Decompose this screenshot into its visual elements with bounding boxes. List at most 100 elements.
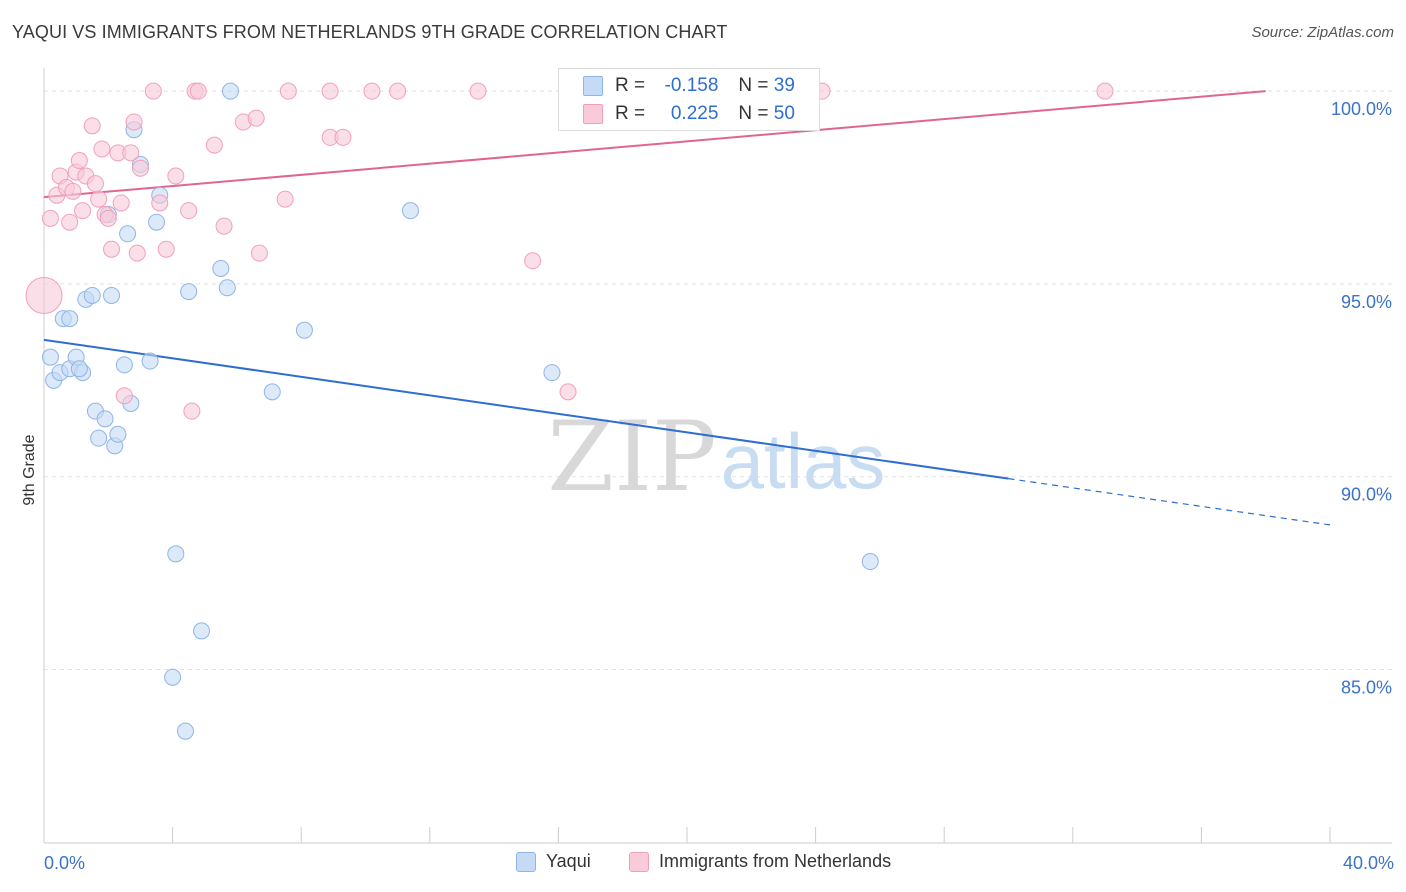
point-netherlands [64, 182, 82, 200]
point-netherlands [363, 82, 381, 100]
point-netherlands [90, 190, 108, 208]
point-netherlands [151, 194, 169, 212]
point-yaqui [212, 259, 230, 277]
series-legend: Yaqui Immigrants from Netherlands [0, 851, 1406, 877]
point-yaqui [83, 286, 101, 304]
point-netherlands [128, 244, 146, 262]
point-netherlands [469, 82, 487, 100]
legend-n-value-netherlands: 50 [773, 103, 795, 124]
chart-title: YAQUI VS IMMIGRANTS FROM NETHERLANDS 9TH… [12, 22, 728, 42]
point-yaqui [543, 364, 561, 382]
point-netherlands [157, 240, 175, 258]
point-netherlands [1096, 82, 1114, 100]
point-yaqui [96, 410, 114, 428]
trend-line-solid [43, 338, 1009, 480]
point-yaqui [218, 279, 236, 297]
point-netherlands [205, 136, 223, 154]
point-netherlands [215, 217, 233, 235]
point-yaqui [141, 352, 159, 370]
legend-r-label: R = [615, 103, 646, 124]
data-points [25, 82, 1114, 740]
point-netherlands [183, 402, 201, 420]
point-netherlands [83, 117, 101, 135]
point-netherlands [247, 109, 265, 127]
point-netherlands [189, 82, 207, 100]
series-legend-netherlands: Immigrants from Netherlands [629, 851, 891, 872]
legend-r-value-yaqui: -0.158 [664, 75, 719, 96]
point-yaqui [295, 321, 313, 339]
legend-r-label: R = [615, 75, 646, 96]
x-tick-label-max: 40.0% [1342, 853, 1394, 873]
point-netherlands [559, 383, 577, 401]
source-label: Source: ZipAtlas.com [1251, 24, 1394, 41]
stats-legend: R = -0.158 N = 39 R = 0.225 N = 50 [558, 68, 820, 131]
point-yaqui [193, 622, 211, 640]
point-netherlands [93, 140, 111, 158]
watermark-zip: ZIP [547, 401, 716, 513]
point-netherlands [61, 213, 79, 231]
y-tick-label: 85.0% [1341, 677, 1392, 697]
point-yaqui [148, 213, 166, 231]
y-tick-label: 90.0% [1341, 485, 1392, 505]
point-netherlands [279, 82, 297, 100]
point-netherlands [131, 159, 149, 177]
point-netherlands [524, 252, 542, 270]
point-netherlands [180, 202, 198, 220]
point-netherlands [321, 82, 339, 100]
point-yaqui [263, 383, 281, 401]
trend-line-dashed [1008, 478, 1331, 526]
axes [43, 68, 1392, 844]
point-netherlands [70, 152, 88, 170]
point-yaqui [402, 202, 420, 220]
y-axis-label: 9th Grade [21, 434, 38, 506]
point-netherlands [86, 175, 104, 193]
point-yaqui [109, 425, 127, 443]
point-netherlands [276, 190, 294, 208]
trend-line [43, 90, 1266, 199]
point-netherlands [125, 113, 143, 131]
point-netherlands [389, 82, 407, 100]
watermark: ZIP atlas [547, 401, 885, 513]
legend-swatch-yaqui [583, 76, 603, 96]
point-yaqui [164, 668, 182, 686]
x-tick-label-min: 0.0% [44, 853, 86, 873]
point-netherlands [167, 167, 185, 185]
point-netherlands [115, 387, 133, 405]
series-label-yaqui: Yaqui [546, 851, 591, 871]
y-tick-label: 100.0% [1331, 99, 1392, 119]
series-label-netherlands: Immigrants from Netherlands [659, 851, 892, 871]
point-netherlands [74, 202, 92, 220]
point-yaqui [103, 286, 121, 304]
point-yaqui [115, 356, 133, 374]
series-swatch-yaqui [516, 851, 536, 872]
point-yaqui [180, 283, 198, 301]
point-yaqui [61, 310, 79, 328]
legend-row-netherlands: R = 0.225 N = 50 [583, 102, 795, 126]
legend-row-yaqui: R = -0.158 N = 39 [583, 74, 795, 98]
point-netherlands [334, 128, 352, 146]
point-netherlands [25, 276, 63, 314]
point-yaqui [176, 722, 194, 740]
legend-r-value-netherlands: 0.225 [670, 103, 719, 124]
point-yaqui [167, 545, 185, 563]
trend-lines [43, 90, 1331, 526]
point-yaqui [90, 429, 108, 447]
legend-n-label: N = [738, 75, 769, 96]
point-yaqui [119, 225, 137, 243]
series-swatch-netherlands [629, 851, 649, 872]
point-netherlands [103, 240, 121, 258]
point-netherlands [41, 209, 59, 227]
series-legend-yaqui: Yaqui [516, 851, 591, 872]
y-tick-labels: 85.0% 90.0% 95.0% 100.0% [1331, 99, 1392, 697]
legend-n-value-yaqui: 39 [773, 75, 795, 96]
point-netherlands [99, 209, 117, 227]
legend-swatch-netherlands [583, 104, 603, 124]
point-yaqui [861, 553, 879, 571]
y-tick-label: 95.0% [1341, 292, 1392, 312]
watermark-atlas: atlas [721, 417, 886, 505]
legend-n-label: N = [738, 103, 769, 124]
grid-lines [44, 90, 1392, 670]
point-netherlands [144, 82, 162, 100]
point-netherlands [122, 144, 140, 162]
